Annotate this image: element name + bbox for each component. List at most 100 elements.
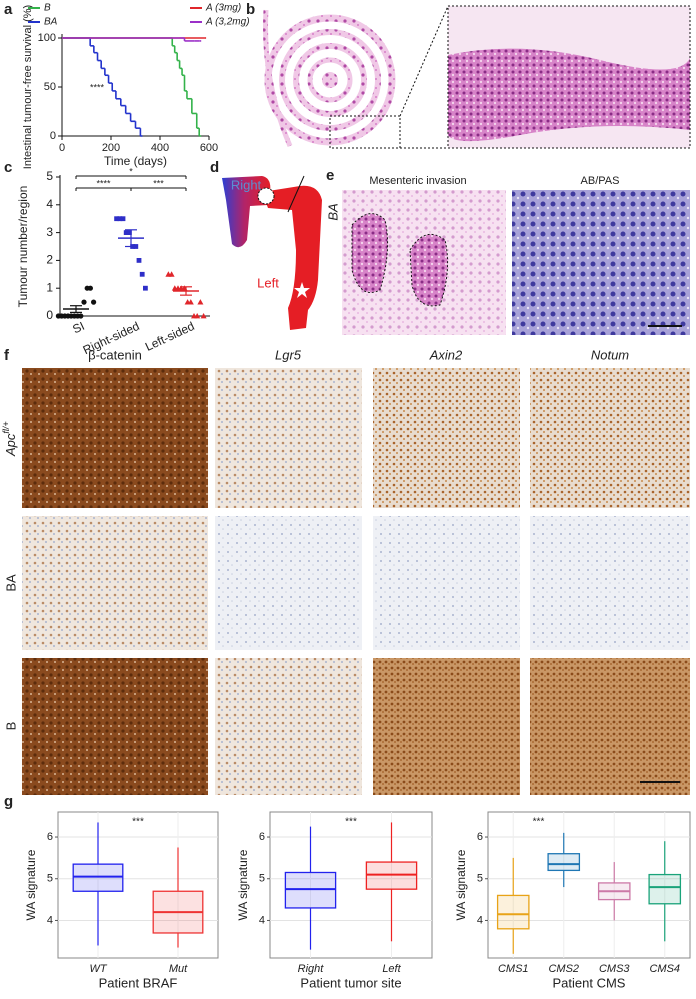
y-tick-label: 4	[477, 914, 483, 926]
y-axis-label: WA signature	[454, 849, 468, 920]
significance-label: ***	[533, 817, 545, 828]
x-tick-label: CMS4	[649, 963, 680, 975]
row-label: Apcfl/+	[1, 421, 18, 457]
row-label-main: Apc	[3, 433, 18, 457]
y-tick-label: 0	[46, 308, 53, 322]
swiss-roll-ring	[307, 57, 353, 103]
swiss-roll-center	[322, 72, 338, 88]
data-point	[139, 271, 145, 277]
annotation: ****	[90, 82, 105, 92]
y-tick-label: 4	[47, 914, 53, 926]
significance-label: ****	[96, 178, 111, 188]
colon-left	[262, 185, 322, 330]
diagram-right: Right	[231, 177, 262, 192]
panel-label: a	[4, 1, 13, 18]
data-point	[127, 230, 132, 235]
data-point	[81, 299, 87, 305]
site-marker	[257, 187, 275, 205]
x-tick-label: Left	[382, 963, 401, 975]
ihc-image	[530, 516, 690, 650]
x-tick-label: Left-sided	[143, 319, 197, 354]
legend-label: A (3,2mg)	[205, 17, 250, 28]
x-tick-label: 600	[200, 142, 218, 154]
panel-label: b	[246, 1, 255, 18]
legend-label: A (3mg)	[205, 3, 241, 14]
panel-e-title: AB/PAS	[581, 175, 620, 187]
x-axis-label: Patient tumor site	[300, 975, 401, 990]
ihc-image	[373, 516, 520, 650]
y-tick-label: 100	[38, 32, 56, 44]
x-axis-label: Time (days)	[104, 154, 167, 168]
x-tick-label: SI	[70, 319, 86, 336]
data-point	[114, 216, 119, 222]
box	[284, 871, 337, 909]
y-tick-label: 50	[44, 81, 56, 93]
y-tick-label: 4	[259, 914, 265, 926]
data-point	[168, 271, 175, 277]
diagram-left: Left	[257, 275, 279, 290]
y-tick-label: 4	[46, 197, 53, 211]
data-point	[194, 313, 201, 319]
x-tick-label: Mut	[169, 963, 188, 975]
x-axis-label: Patient BRAF	[99, 975, 178, 990]
box	[496, 894, 530, 930]
ihc-image	[530, 658, 690, 795]
panel-e-title: Mesenteric invasion	[369, 175, 466, 187]
panel-label: g	[4, 793, 13, 810]
legend-label: BA	[44, 17, 58, 28]
tissue-zoom	[447, 48, 690, 142]
plot-panel	[269, 811, 433, 959]
x-tick-label: 200	[102, 142, 120, 154]
significance-label: ***	[345, 817, 357, 828]
box	[648, 873, 682, 905]
data-point	[197, 299, 204, 305]
data-point	[120, 216, 126, 222]
zoom-box	[329, 115, 401, 149]
data-point	[91, 299, 97, 305]
box	[72, 863, 124, 892]
y-tick-label: 6	[477, 831, 483, 843]
data-point	[117, 216, 123, 222]
data-point	[87, 285, 93, 291]
x-axis-label: Patient CMS	[553, 975, 626, 990]
ihc-image	[22, 516, 208, 650]
significance-label: *	[129, 166, 133, 176]
y-tick-label: 5	[46, 169, 53, 183]
x-tick-label: 400	[151, 142, 169, 154]
x-tick-label: 0	[59, 142, 65, 154]
data-point	[187, 299, 194, 305]
y-tick-label: 2	[46, 253, 53, 267]
panel-e-row-label: BA	[325, 203, 340, 220]
x-tick-label: WT	[89, 963, 107, 975]
tissue-strip	[263, 9, 293, 147]
data-point	[136, 258, 142, 263]
ihc-image	[215, 658, 362, 795]
box	[547, 853, 581, 872]
y-tick-label: 0	[50, 130, 56, 142]
data-point	[123, 230, 129, 235]
invasion-outline	[409, 233, 449, 307]
ihc-image	[22, 658, 208, 795]
data-point	[200, 313, 207, 319]
ihc-image	[530, 368, 690, 508]
panel-label: f	[4, 347, 10, 364]
y-tick-label: 5	[477, 873, 483, 885]
histology-abpas	[512, 190, 690, 335]
x-tick-label: CMS1	[498, 963, 529, 975]
ihc-image	[373, 658, 520, 795]
zoom-line	[399, 5, 449, 117]
column-header: β-catenin	[88, 347, 142, 362]
colon-right	[222, 176, 271, 248]
ihc-image	[373, 368, 520, 508]
divider	[287, 175, 305, 213]
panel-label: c	[4, 159, 12, 176]
legend-label: B	[44, 3, 51, 14]
y-tick-label: 5	[259, 873, 265, 885]
significance-label: ***	[132, 817, 144, 828]
invasion-outline	[351, 213, 389, 293]
data-point	[143, 285, 148, 291]
ihc-image	[22, 368, 208, 508]
column-header: Lgr5	[275, 347, 302, 362]
y-tick-label: 6	[259, 831, 265, 843]
